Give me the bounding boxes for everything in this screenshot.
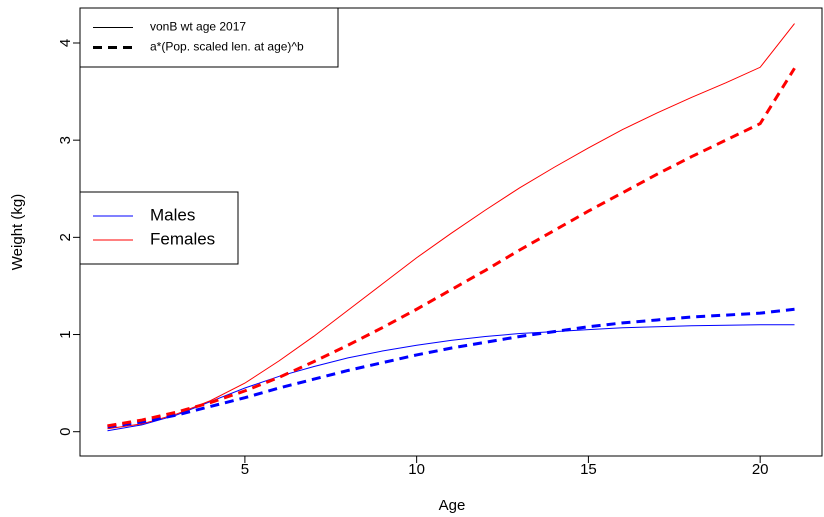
x-tick-label: 20 <box>752 461 769 478</box>
x-tick-label: 15 <box>580 461 597 478</box>
y-tick-label: 2 <box>57 233 74 241</box>
x-tick-label: 5 <box>241 461 249 478</box>
y-tick-label: 3 <box>57 136 74 144</box>
legend-label: Males <box>150 205 195 224</box>
series-line <box>107 67 796 428</box>
x-axis-label: Age <box>439 497 466 514</box>
x-tick-label: 10 <box>408 461 425 478</box>
legend-box <box>79 191 239 265</box>
series-line <box>107 324 795 432</box>
series-line <box>107 307 795 429</box>
legend-label: a*(Pop. scaled len. at age)^b <box>150 40 304 54</box>
y-tick-label: 0 <box>57 428 74 436</box>
y-axis-label: Weight (kg) <box>9 194 26 270</box>
y-tick-label: 4 <box>57 39 74 47</box>
legend-label: Females <box>150 229 215 248</box>
series-line <box>107 23 795 430</box>
legend-box <box>79 7 339 68</box>
y-tick-label: 1 <box>57 330 74 338</box>
legend-label: vonB wt age 2017 <box>150 20 246 34</box>
